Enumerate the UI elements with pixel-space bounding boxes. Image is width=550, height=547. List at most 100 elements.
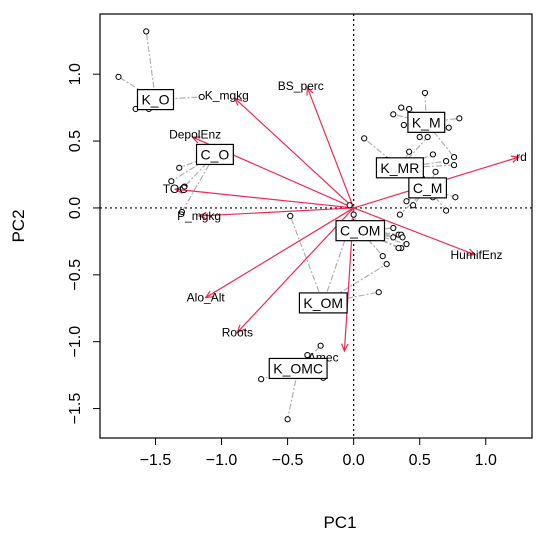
point-C_O-2 xyxy=(181,183,188,190)
x-axis-label: PC1 xyxy=(323,513,356,532)
arrow-BS_perc xyxy=(306,87,355,209)
spider-line-K_O xyxy=(145,31,157,100)
group-box-K_MR xyxy=(375,157,424,179)
arrowhead-DepolEnz xyxy=(191,136,201,144)
group-box-C_O xyxy=(195,143,234,166)
y-tick-label: 0.5 xyxy=(67,130,84,152)
point-K_OMC-3 xyxy=(317,342,324,349)
point-C_OM-9 xyxy=(403,240,410,248)
arrowhead-Amec xyxy=(341,343,349,353)
spider-line-K_MR xyxy=(363,137,401,169)
point-C_OM-0 xyxy=(390,224,397,232)
point-K_M-0 xyxy=(390,111,397,118)
point-K_OMC-1 xyxy=(258,376,265,383)
arrowhead-rd xyxy=(510,155,521,163)
loading-labels: BS_perc K_mgkg DepolEnz TOC P_mgkg Alo_Alt Roo… xyxy=(163,79,527,365)
y-axis-label: PC2 xyxy=(9,209,28,242)
spider-line-K_OMC xyxy=(261,367,299,380)
loading-label-Alo_Alt: Alo_Alt xyxy=(187,291,226,305)
group-label-K_OMC: K_OMC xyxy=(273,360,323,376)
group-label-K_MR: K_MR xyxy=(380,160,419,176)
x-tick-label: −1.5 xyxy=(140,452,172,469)
group-box-K_O xyxy=(136,89,175,111)
point-C_M-6 xyxy=(396,211,403,218)
group-label-C_OM: C_OM xyxy=(340,223,380,239)
point-C_O-3 xyxy=(178,208,186,216)
group-labels: K_O C_O K_M K_MR C_M C_OM K_OM K_OMC xyxy=(136,89,448,380)
point-K_OM-4 xyxy=(383,261,390,268)
spider-line-K_M xyxy=(425,121,455,158)
group-label-C_M: C_M xyxy=(413,180,443,196)
arrowhead-Alo_Alt xyxy=(204,290,214,299)
spider-line-C_OM xyxy=(360,230,402,249)
point-C_M-7 xyxy=(403,198,410,205)
point-K_OMC-0 xyxy=(304,351,311,359)
y-tick-label: 0.0 xyxy=(67,197,84,219)
point-C_O-1 xyxy=(168,178,175,185)
x-tick-label: −0.5 xyxy=(272,452,304,469)
point-K_M-1 xyxy=(398,104,405,111)
arrowhead-K_mgkg xyxy=(233,97,243,106)
x-tick-label: 0.5 xyxy=(409,452,431,469)
point-K_MR-4 xyxy=(406,148,413,155)
spider-line-K_MR xyxy=(399,136,429,169)
loading-label-HumifEnz: HumifEnz xyxy=(451,248,503,262)
point-K_MR-0 xyxy=(361,135,368,142)
point-C_OM-5 xyxy=(379,252,386,260)
x-axis: −1.5 −1.0 −0.5 0.0 0.5 1.0 xyxy=(140,437,497,469)
arrow-Alo_Alt xyxy=(205,207,354,299)
spider-line-K_O xyxy=(155,96,202,101)
spider-line-C_O xyxy=(184,154,216,187)
y-tick-label: −1.0 xyxy=(67,326,84,358)
point-K_M-3 xyxy=(406,105,413,113)
group-label-K_OM: K_OM xyxy=(303,295,343,311)
loading-label-K_mgkg: K_mgkg xyxy=(205,89,249,103)
y-tick-label: −0.5 xyxy=(67,259,84,291)
point-C_M-4 xyxy=(452,194,459,201)
point-K_OMC-2 xyxy=(284,416,291,423)
point-C_M-0 xyxy=(410,202,417,209)
spider-line-K_OM xyxy=(289,215,324,304)
group-box-K_OMC xyxy=(268,357,328,380)
group-label-K_O: K_O xyxy=(141,92,169,108)
y-tick-label: −1.5 xyxy=(67,393,84,425)
y-axis: −1.5 −1.0 −0.5 0.0 0.5 1.0 xyxy=(67,63,101,425)
point-K_O-3 xyxy=(198,93,205,101)
point-K_OM-3 xyxy=(375,289,382,296)
point-C_O-0 xyxy=(176,164,183,171)
point-K_M-2 xyxy=(421,89,429,97)
spider-line-C_M xyxy=(399,187,429,216)
point-C_M-8 xyxy=(443,207,450,214)
spider-line-K_O xyxy=(118,76,156,101)
point-K_M-5 xyxy=(456,115,463,122)
arrowhead-BS_perc xyxy=(306,86,314,96)
arrowhead-TOC xyxy=(173,186,184,194)
point-K_MR-2 xyxy=(450,162,458,169)
point-K_M-7 xyxy=(400,121,407,129)
point-C_OM-3 xyxy=(399,234,406,241)
point-C_OM-8 xyxy=(346,202,353,209)
point-K_MR-5 xyxy=(424,133,431,141)
y-tick-label: 1.0 xyxy=(67,63,84,85)
arrow-P_mgkg xyxy=(199,207,354,217)
loading-arrows xyxy=(173,86,521,353)
point-K_OM-1 xyxy=(287,212,294,220)
point-K_MR-3 xyxy=(429,151,437,158)
point-K_M-4 xyxy=(445,124,452,131)
point-K_OM-2 xyxy=(350,211,357,218)
point-K_O-0 xyxy=(115,73,122,80)
loading-label-Roots: Roots xyxy=(222,325,253,339)
loading-label-TOC: TOC xyxy=(163,182,188,196)
spider-line-K_MR xyxy=(399,160,447,169)
point-C_M-3 xyxy=(432,168,439,175)
point-K_MR-6 xyxy=(443,158,450,165)
point-K_O-1 xyxy=(143,28,150,35)
arrow-HumifEnz xyxy=(353,207,476,256)
arrowhead-P_mgkg xyxy=(197,211,207,220)
loading-label-P_mgkg: P_mgkg xyxy=(177,209,221,223)
arrow-TOC xyxy=(175,188,354,209)
group-label-K_M: K_M xyxy=(412,114,441,130)
x-tick-label: 0.0 xyxy=(343,452,365,469)
point-C_OM-6 xyxy=(390,234,397,241)
